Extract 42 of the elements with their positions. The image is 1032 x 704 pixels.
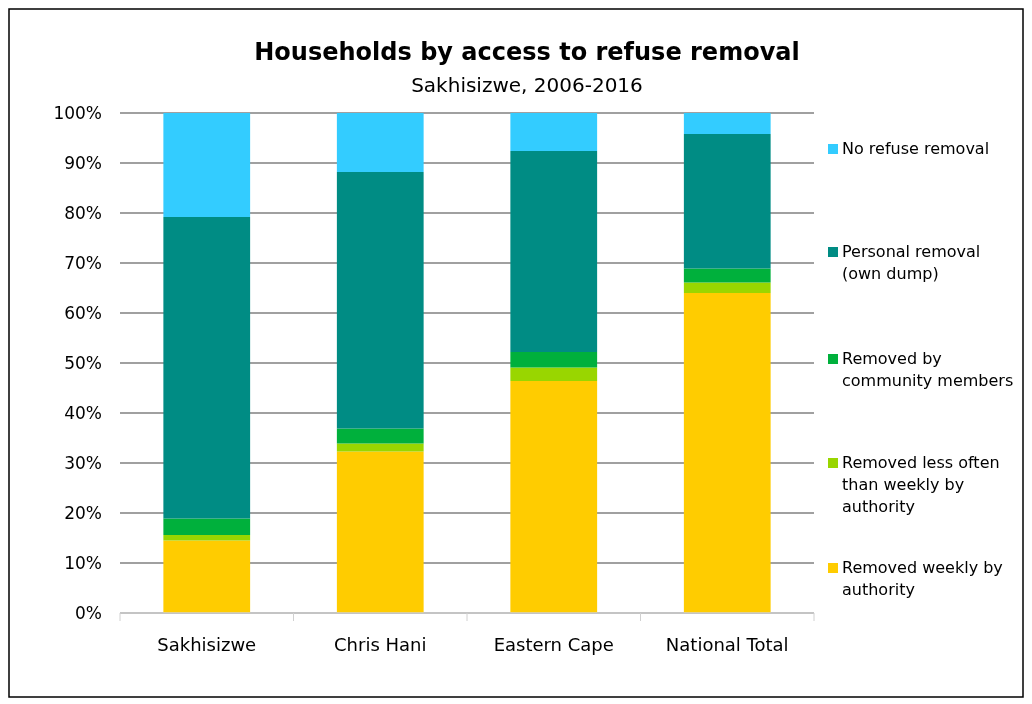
y-tick-label: 70%: [64, 252, 102, 273]
bar: [163, 535, 251, 541]
legend-label: Removed by community members: [842, 349, 1014, 390]
bar: [510, 151, 598, 352]
y-tick-label: 80%: [64, 202, 102, 223]
bar: [510, 381, 598, 613]
bar: [336, 428, 424, 444]
bar: [163, 113, 251, 217]
y-tick-label: 20%: [64, 502, 102, 523]
bar: [163, 540, 251, 613]
legend-label: Personal removal (own dump): [842, 242, 981, 283]
y-tick-label: 90%: [64, 152, 102, 173]
y-tick-label: 60%: [64, 302, 102, 323]
x-tick-label: Chris Hani: [334, 634, 427, 655]
x-tick-label: Eastern Cape: [493, 634, 614, 655]
bar: [336, 113, 424, 172]
x-tick-label: National Total: [665, 634, 789, 655]
bar: [683, 293, 771, 613]
bar: [336, 451, 424, 613]
y-tick-label: 40%: [64, 402, 102, 423]
y-tick-label: 100%: [53, 102, 102, 123]
bar: [510, 113, 598, 151]
bar: [163, 518, 251, 535]
bar: [683, 134, 771, 269]
bar: [683, 268, 771, 283]
chart-title: Households by access to refuse removal: [254, 38, 800, 66]
legend-label: Removed less often than weekly by authority: [842, 453, 1000, 516]
chart-subtitle: Sakhisizwe, 2006-2016: [411, 73, 643, 97]
bar: [683, 282, 771, 293]
y-tick-label: 50%: [64, 352, 102, 373]
y-tick-label: 10%: [64, 552, 102, 573]
legend-label: Removed weekly by authority: [842, 558, 1003, 599]
bar: [683, 113, 771, 134]
bar: [510, 367, 598, 381]
y-tick-label: 0%: [75, 602, 102, 623]
bar: [336, 172, 424, 429]
legend-label: No refuse removal: [842, 139, 990, 158]
y-tick-label: 30%: [64, 452, 102, 473]
x-tick-label: Sakhisizwe: [157, 634, 257, 655]
bar: [510, 352, 598, 368]
bar: [336, 443, 424, 452]
bar: [163, 217, 251, 519]
